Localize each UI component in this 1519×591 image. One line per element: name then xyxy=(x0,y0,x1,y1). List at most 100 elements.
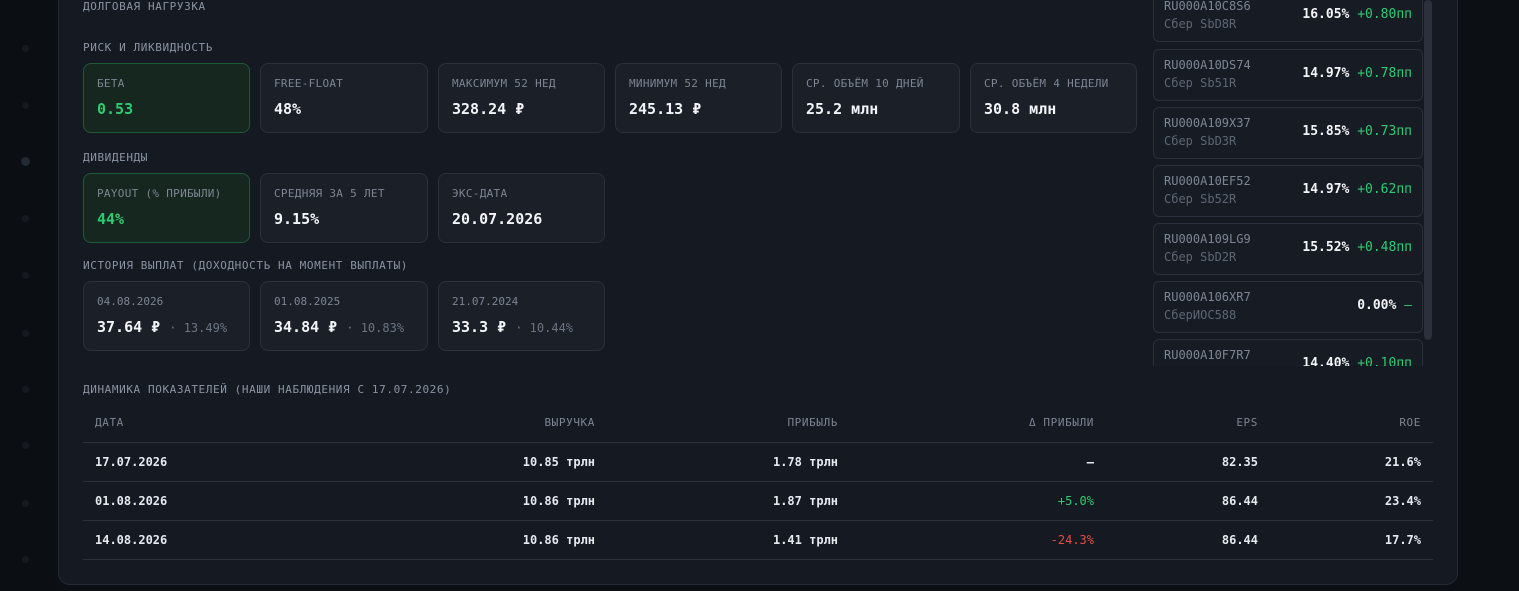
cell-roe: 21.6% xyxy=(1270,442,1433,482)
nav-dot-active[interactable] xyxy=(21,157,30,166)
nav-dot[interactable] xyxy=(22,45,29,52)
col-header-eps[interactable]: EPS xyxy=(1106,404,1270,443)
col-header-revenue[interactable]: ВЫРУЧКА xyxy=(243,404,607,443)
bond-isin: RU000A10DS74 xyxy=(1164,58,1251,72)
history-card: 04.08.2026 37.64 ₽ · 13.49% xyxy=(83,281,250,351)
card-label: PAYOUT (% ПРИБЫЛИ) xyxy=(97,187,222,200)
cell-eps: 86.44 xyxy=(1106,520,1270,560)
card-value: 20.07.2026 xyxy=(452,210,543,228)
cell-eps: 86.44 xyxy=(1106,481,1270,521)
col-header-date[interactable]: ДАТА xyxy=(83,404,243,443)
col-header-profit[interactable]: ПРИБЫЛЬ xyxy=(607,404,850,443)
nav-dot[interactable] xyxy=(22,442,29,449)
nav-dot[interactable] xyxy=(22,272,29,279)
cell-revenue: 10.85 трлн xyxy=(243,442,607,482)
bond-delta: +0.80пп xyxy=(1357,7,1412,22)
cell-profit: 1.78 трлн xyxy=(607,442,850,482)
bond-yield: 15.52% xyxy=(1302,240,1350,255)
history-amount: 33.3 ₽ xyxy=(452,318,507,336)
nav-dot[interactable] xyxy=(22,330,29,337)
bond-name: Сбер SbD8R xyxy=(1164,17,1237,31)
cell-profit-delta: — xyxy=(850,442,1106,482)
bond-name: СберИОС588 xyxy=(1164,308,1237,322)
bond-yield: 14.40% xyxy=(1302,356,1350,366)
section-dividends-title: ДИВИДЕНДЫ xyxy=(83,151,149,164)
bond-isin: RU000A106XR7 xyxy=(1164,290,1251,304)
bond-item[interactable]: RU000A10F7R7 14.40% +0.10пп xyxy=(1153,339,1423,366)
cell-profit-delta: +5.0% xyxy=(850,481,1106,521)
bond-name: Сбер SbD3R xyxy=(1164,134,1237,148)
card-value: 9.15% xyxy=(274,210,320,228)
table-row: 01.08.2026 10.86 трлн 1.87 трлн +5.0% 86… xyxy=(83,481,1433,521)
card-label: ЭКС-ДАТА xyxy=(452,187,508,200)
card-value: 0.53 xyxy=(97,100,134,118)
table-row: 17.07.2026 10.85 трлн 1.78 трлн — 82.35 … xyxy=(83,442,1433,482)
col-header-roe[interactable]: ROE xyxy=(1270,404,1433,443)
card-label: СРЕДНЯЯ ЗА 5 ЛЕТ xyxy=(274,187,385,200)
card-label: МИНИМУМ 52 НЕД xyxy=(629,77,726,90)
history-yield: · 10.44% xyxy=(515,321,574,335)
card-label: СР. ОБЪЁМ 4 НЕДЕЛИ xyxy=(984,77,1109,90)
bond-isin: RU000A10EF52 xyxy=(1164,174,1251,188)
bond-item[interactable]: RU000A109X37 Сбер SbD3R 15.85% +0.73пп xyxy=(1153,107,1423,159)
cell-eps: 82.35 xyxy=(1106,442,1270,482)
cell-date: 17.07.2026 xyxy=(83,442,243,482)
bond-item[interactable]: RU000A10C8S6 Сбер SbD8R 16.05% +0.80пп xyxy=(1153,0,1423,42)
cell-profit-delta: -24.3% xyxy=(850,520,1106,560)
bond-delta: +0.48пп xyxy=(1357,240,1412,255)
nav-dot[interactable] xyxy=(22,500,29,507)
dividend-card-avg-5y: СРЕДНЯЯ ЗА 5 ЛЕТ 9.15% xyxy=(260,173,428,243)
history-date: 04.08.2026 xyxy=(97,295,164,308)
history-amount: 34.84 ₽ xyxy=(274,318,338,336)
bond-delta: +0.73пп xyxy=(1357,124,1412,139)
table-header-row: ДАТА ВЫРУЧКА ПРИБЫЛЬ Δ ПРИБЫЛИ EPS ROE xyxy=(83,404,1433,443)
bond-isin: RU000A10C8S6 xyxy=(1164,0,1251,13)
card-value: 48% xyxy=(274,100,302,118)
bond-name: Сбер Sb51R xyxy=(1164,76,1237,90)
nav-dot[interactable] xyxy=(22,556,29,563)
bond-yield: 14.97% xyxy=(1302,66,1350,81)
dynamics-table: ДАТА ВЫРУЧКА ПРИБЫЛЬ Δ ПРИБЫЛИ EPS ROE 1… xyxy=(83,404,1433,560)
card-label: FREE-FLOAT xyxy=(274,77,344,90)
bond-delta: — xyxy=(1404,298,1412,313)
bond-delta: +0.78пп xyxy=(1357,66,1412,81)
nav-dot[interactable] xyxy=(22,386,29,393)
bond-yield: 15.85% xyxy=(1302,124,1350,139)
bond-list[interactable]: RU000A10C8S6 Сбер SbD8R 16.05% +0.80пп R… xyxy=(1153,0,1423,366)
cell-roe: 17.7% xyxy=(1270,520,1433,560)
bond-item[interactable]: RU000A10EF52 Сбер Sb52R 14.97% +0.62пп xyxy=(1153,165,1423,217)
cell-revenue: 10.86 трлн xyxy=(243,481,607,521)
history-yield: · 13.49% xyxy=(169,321,228,335)
bond-name: Сбер SbD2R xyxy=(1164,250,1237,264)
risk-card-volume-4w: СР. ОБЪЁМ 4 НЕДЕЛИ 30.8 млн xyxy=(970,63,1137,133)
bond-item[interactable]: RU000A109LG9 Сбер SbD2R 15.52% +0.48пп xyxy=(1153,223,1423,275)
bond-isin: RU000A109LG9 xyxy=(1164,232,1251,246)
nav-dot[interactable] xyxy=(22,215,29,222)
history-card: 01.08.2025 34.84 ₽ · 10.83% xyxy=(260,281,428,351)
bond-item[interactable]: RU000A106XR7 СберИОС588 0.00% — xyxy=(1153,281,1423,333)
table-row: 14.08.2026 10.86 трлн 1.41 трлн -24.3% 8… xyxy=(83,520,1433,560)
history-card: 21.07.2024 33.3 ₽ · 10.44% xyxy=(438,281,605,351)
cell-date: 14.08.2026 xyxy=(83,520,243,560)
history-amount: 37.64 ₽ xyxy=(97,318,161,336)
dividend-card-ex-date: ЭКС-ДАТА 20.07.2026 xyxy=(438,173,605,243)
bond-yield: 16.05% xyxy=(1302,7,1350,22)
col-header-profit-delta[interactable]: Δ ПРИБЫЛИ xyxy=(850,404,1106,443)
nav-dot[interactable] xyxy=(22,102,29,109)
bond-list-scrollbar[interactable] xyxy=(1424,0,1432,340)
section-debt-title: ДОЛГОВАЯ НАГРУЗКА xyxy=(83,0,206,13)
bond-item[interactable]: RU000A10DS74 Сбер Sb51R 14.97% +0.78пп xyxy=(1153,49,1423,101)
card-label: МАКСИМУМ 52 НЕД xyxy=(452,77,556,90)
bond-delta: +0.62пп xyxy=(1357,182,1412,197)
card-value: 25.2 млн xyxy=(806,100,879,118)
sidebar xyxy=(0,0,56,591)
cell-roe: 23.4% xyxy=(1270,481,1433,521)
history-yield: · 10.83% xyxy=(346,321,405,335)
risk-card-max-52w: МАКСИМУМ 52 НЕД 328.24 ₽ xyxy=(438,63,605,133)
bond-isin: RU000A109X37 xyxy=(1164,116,1251,130)
history-date: 01.08.2025 xyxy=(274,295,341,308)
history-date: 21.07.2024 xyxy=(452,295,519,308)
risk-card-volume-10d: СР. ОБЪЁМ 10 ДНЕЙ 25.2 млн xyxy=(792,63,960,133)
section-dynamics-title: ДИНАМИКА ПОКАЗАТЕЛЕЙ (НАШИ НАБЛЮДЕНИЯ С … xyxy=(83,383,452,396)
bond-delta: +0.10пп xyxy=(1357,356,1412,366)
